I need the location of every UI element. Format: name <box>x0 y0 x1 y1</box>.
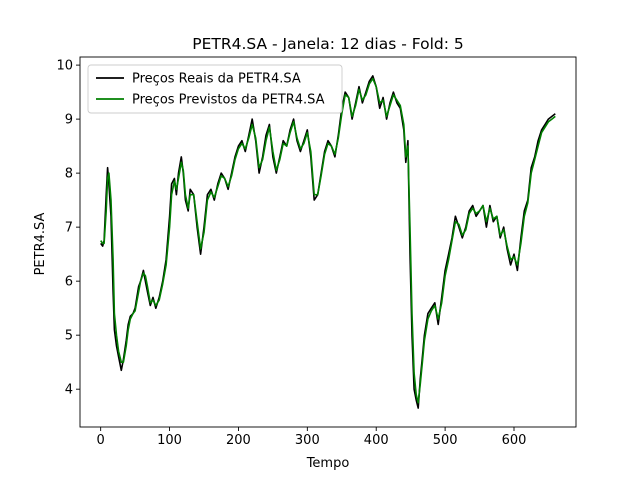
y-tick-label: 10 <box>56 59 73 74</box>
x-tick-label: 500 <box>433 433 458 448</box>
legend: Preços Reais da PETR4.SA Preços Previstos… <box>87 64 343 114</box>
x-tick-label: 0 <box>97 433 105 448</box>
y-tick-label: 7 <box>65 221 73 236</box>
axes-frame <box>79 56 577 428</box>
legend-label-real: Preços Reais da PETR4.SA <box>132 72 301 87</box>
y-tick-label: 9 <box>65 113 73 128</box>
x-tick-label: 600 <box>502 433 527 448</box>
x-tick-label: 400 <box>364 433 389 448</box>
legend-label-previsto: Preços Previstos da PETR4.SA <box>132 93 325 108</box>
chart-title: PETR4.SA - Janela: 12 dias - Fold: 5 <box>192 35 464 53</box>
series-line-previsto <box>100 77 556 404</box>
y-tick-label: 4 <box>65 383 73 398</box>
x-axis-label: Tempo <box>306 456 350 471</box>
y-tick-label: 5 <box>65 329 73 344</box>
plot-area: 0 100 200 300 400 500 600 4 5 6 7 8 9 10 Preços Reais … <box>56 56 577 448</box>
x-tick-label: 200 <box>226 433 251 448</box>
legend-box <box>87 64 343 114</box>
y-tick-label: 6 <box>65 275 73 290</box>
y-tick-label: 8 <box>65 167 73 182</box>
x-tick-label: 100 <box>157 433 182 448</box>
y-axis-label: PETR4.SA <box>33 212 48 275</box>
x-tick-label: 300 <box>295 433 320 448</box>
